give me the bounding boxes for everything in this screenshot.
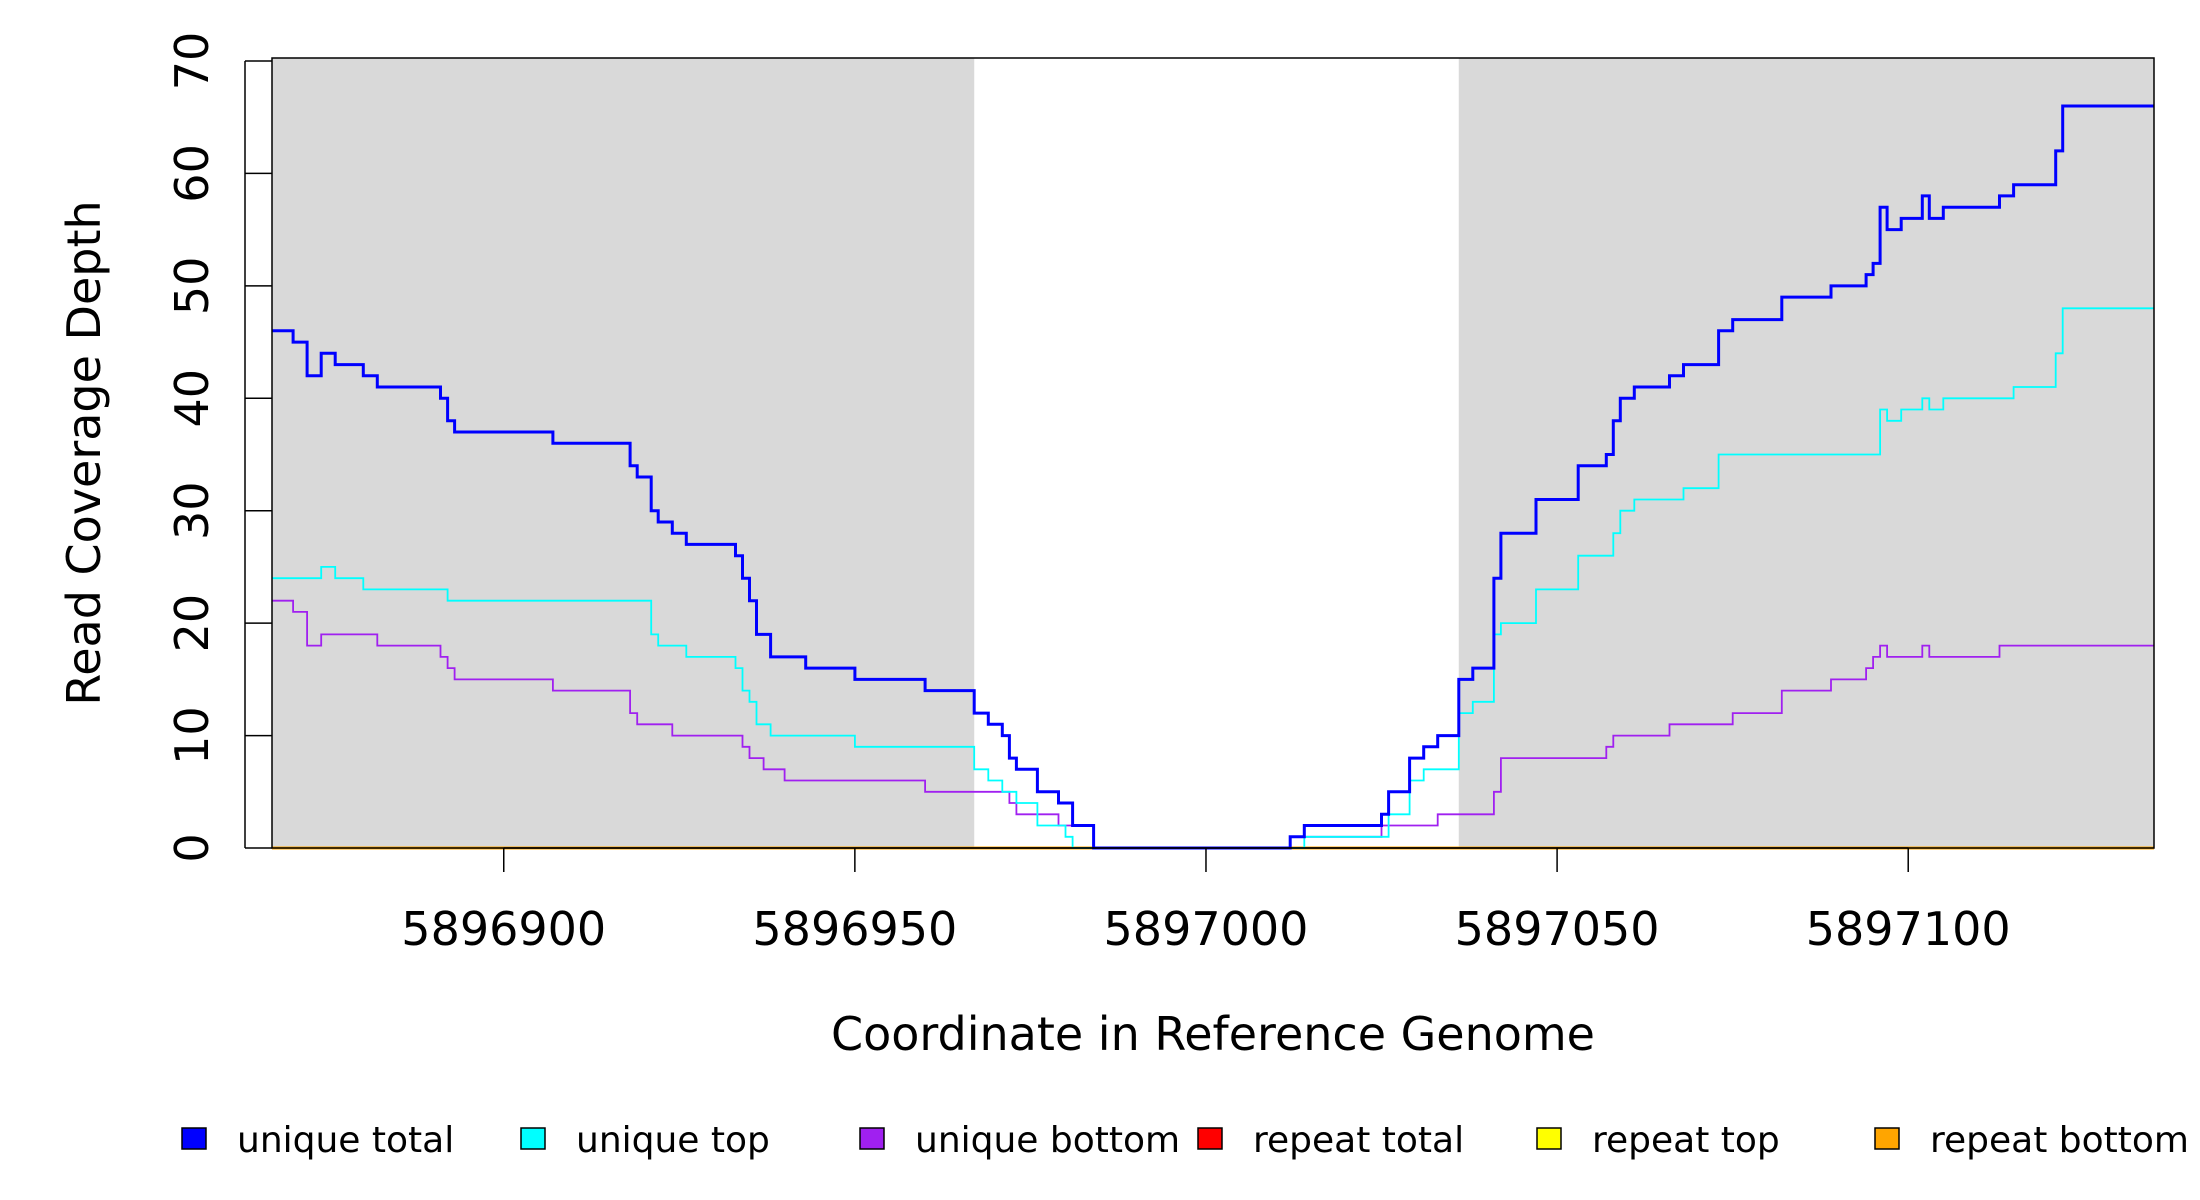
legend-label: repeat bottom: [1930, 1120, 2189, 1161]
x-tick-label: 5897050: [1455, 902, 1660, 956]
legend-label: unique total: [237, 1120, 454, 1161]
x-axis-title: Coordinate in Reference Genome: [831, 1007, 1595, 1061]
legend-swatch-unique-top: [520, 1127, 546, 1150]
y-tick-label: 40: [165, 369, 219, 428]
x-tick-label: 5897000: [1104, 902, 1309, 956]
shaded-region-1: [272, 58, 975, 848]
x-axis: 5896900 5896950 5897000 5897050 5897100: [401, 847, 2011, 956]
shaded-region-2: [1458, 58, 2154, 848]
y-axis: 0 10 20 30 40 50 60 70: [165, 32, 272, 863]
y-tick-label: 60: [165, 144, 219, 203]
legend-label: unique bottom: [915, 1120, 1180, 1161]
y-tick-label: 10: [165, 706, 219, 765]
y-axis-title: Read Coverage Depth: [57, 200, 111, 705]
legend-swatch-repeat-bottom: [1874, 1127, 1900, 1150]
y-tick-label: 30: [165, 481, 219, 540]
legend-label: repeat total: [1253, 1120, 1464, 1161]
legend: unique total unique top unique bottom repea…: [181, 1120, 2189, 1161]
legend-swatch-repeat-total: [1197, 1127, 1223, 1150]
x-tick-label: 5896900: [401, 902, 606, 956]
x-tick-label: 5896950: [752, 902, 957, 956]
y-tick-label: 70: [165, 32, 219, 91]
legend-label: repeat top: [1592, 1120, 1780, 1161]
legend-swatch-unique-total: [181, 1127, 207, 1150]
series-line-unique-total: [272, 104, 2154, 850]
y-tick-label: 50: [165, 257, 219, 316]
y-tick-label: 0: [165, 833, 219, 862]
series-line-unique-top: [272, 307, 2154, 849]
legend-swatch-unique-bottom: [859, 1127, 885, 1150]
y-tick-label: 20: [165, 594, 219, 653]
x-tick-label: 5897100: [1806, 902, 2011, 956]
shaded-regions: [272, 58, 2154, 848]
legend-label: unique top: [576, 1120, 770, 1161]
legend-swatch-repeat-top: [1536, 1127, 1562, 1150]
